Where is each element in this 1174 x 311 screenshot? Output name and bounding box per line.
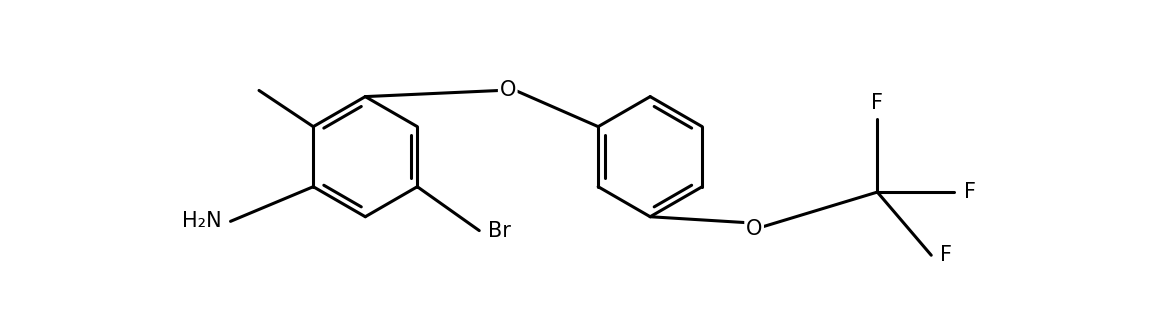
Text: F: F: [871, 93, 883, 113]
Text: F: F: [964, 182, 976, 202]
Text: O: O: [745, 219, 762, 239]
Text: F: F: [940, 245, 952, 265]
Text: O: O: [500, 81, 515, 100]
Text: Br: Br: [488, 220, 512, 241]
Text: H₂N: H₂N: [182, 211, 221, 231]
